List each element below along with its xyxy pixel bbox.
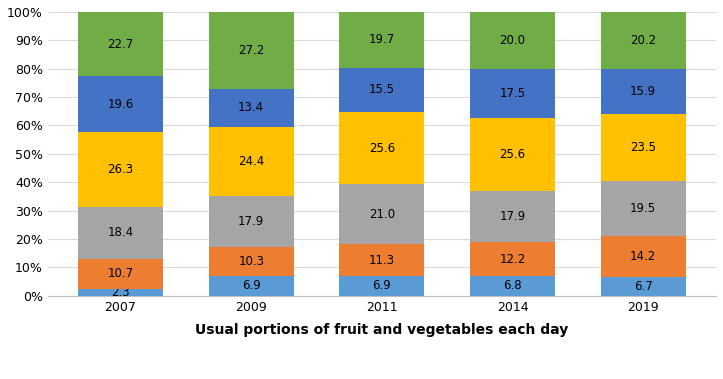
Text: 6.9: 6.9 xyxy=(372,279,391,292)
Bar xyxy=(78,207,163,259)
Bar xyxy=(209,196,294,247)
Text: 20.0: 20.0 xyxy=(500,34,526,47)
Bar xyxy=(339,276,424,296)
Text: 24.4: 24.4 xyxy=(238,155,265,168)
Bar xyxy=(601,69,685,114)
Text: 25.6: 25.6 xyxy=(500,148,526,161)
Text: 19.6: 19.6 xyxy=(108,98,134,111)
Bar xyxy=(209,276,294,296)
Text: 6.9: 6.9 xyxy=(241,279,260,292)
Bar xyxy=(601,114,685,181)
Bar xyxy=(339,68,424,112)
Bar xyxy=(78,259,163,289)
Bar xyxy=(78,132,163,207)
Bar xyxy=(209,247,294,276)
Bar xyxy=(601,236,685,277)
Text: 10.7: 10.7 xyxy=(108,268,134,280)
Text: 20.2: 20.2 xyxy=(630,34,656,47)
Text: 15.5: 15.5 xyxy=(369,83,395,96)
Text: 27.2: 27.2 xyxy=(238,44,265,57)
Text: 17.5: 17.5 xyxy=(500,87,526,100)
Text: 2.3: 2.3 xyxy=(111,286,130,299)
Text: 15.9: 15.9 xyxy=(630,85,656,98)
Bar xyxy=(470,12,555,69)
Bar xyxy=(601,181,685,236)
X-axis label: Usual portions of fruit and vegetables each day: Usual portions of fruit and vegetables e… xyxy=(195,323,568,337)
Text: 6.8: 6.8 xyxy=(503,279,522,293)
Text: 11.3: 11.3 xyxy=(369,254,395,266)
Text: 25.6: 25.6 xyxy=(369,142,395,155)
Text: 18.4: 18.4 xyxy=(108,226,134,239)
Bar xyxy=(209,12,294,89)
Text: 12.2: 12.2 xyxy=(500,252,526,266)
Bar xyxy=(209,89,294,127)
Bar xyxy=(470,191,555,242)
Bar xyxy=(339,112,424,185)
Text: 17.9: 17.9 xyxy=(500,210,526,223)
Bar xyxy=(470,118,555,191)
Text: 23.5: 23.5 xyxy=(630,141,656,154)
Text: 17.9: 17.9 xyxy=(238,215,265,228)
Text: 26.3: 26.3 xyxy=(108,163,134,176)
Text: 22.7: 22.7 xyxy=(108,38,134,51)
Text: 13.4: 13.4 xyxy=(238,101,265,114)
Bar xyxy=(339,12,424,68)
Bar xyxy=(601,277,685,296)
Text: 14.2: 14.2 xyxy=(630,250,656,263)
Text: 19.5: 19.5 xyxy=(630,202,656,215)
Text: 10.3: 10.3 xyxy=(238,255,264,268)
Bar xyxy=(470,276,555,296)
Bar xyxy=(78,76,163,132)
Bar xyxy=(339,185,424,244)
Text: 21.0: 21.0 xyxy=(369,208,395,221)
Bar xyxy=(470,69,555,118)
Bar xyxy=(209,127,294,196)
Bar xyxy=(601,12,685,69)
Bar xyxy=(78,289,163,296)
Text: 19.7: 19.7 xyxy=(369,33,395,46)
Bar xyxy=(339,244,424,276)
Text: 6.7: 6.7 xyxy=(634,280,653,293)
Bar xyxy=(78,12,163,76)
Bar xyxy=(470,242,555,276)
